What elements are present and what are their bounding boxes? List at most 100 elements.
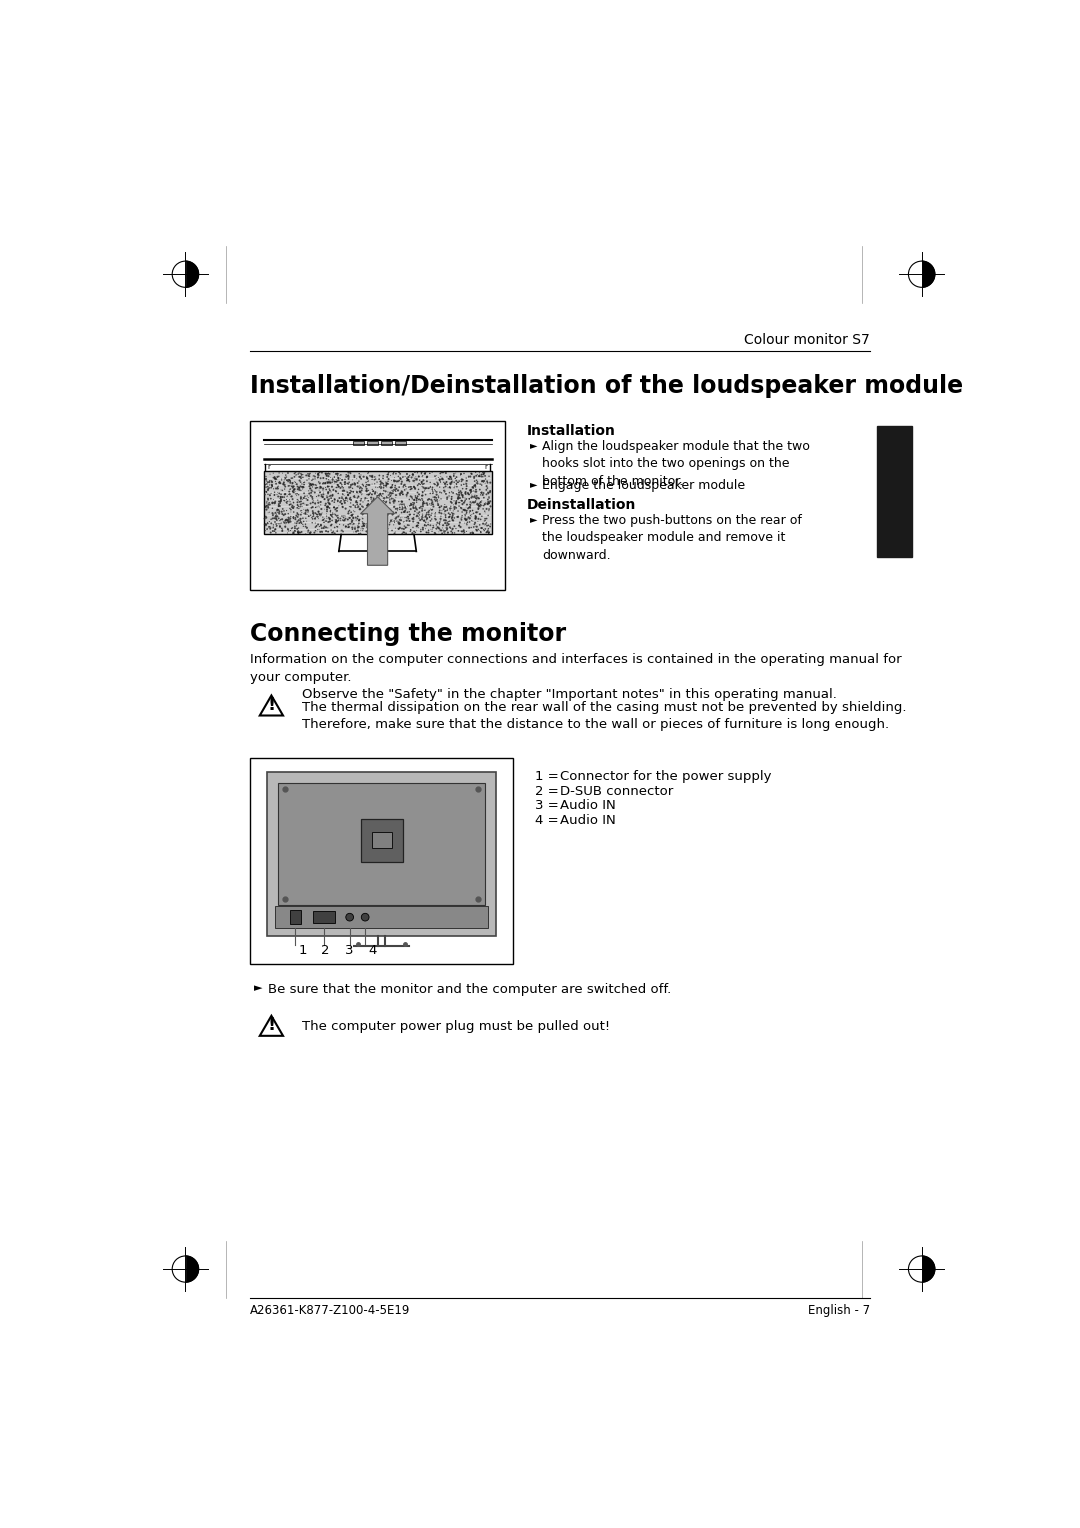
Point — [437, 504, 455, 529]
Point — [342, 495, 360, 520]
Point — [409, 484, 427, 509]
Point — [463, 492, 481, 516]
Point — [408, 518, 426, 542]
Point — [457, 481, 474, 506]
Point — [470, 507, 487, 532]
Text: English - 7: English - 7 — [808, 1305, 869, 1317]
Point — [300, 466, 318, 490]
Point — [431, 468, 448, 492]
Point — [359, 478, 376, 503]
Point — [265, 520, 282, 544]
Point — [420, 477, 437, 501]
Point — [268, 512, 285, 536]
Point — [379, 501, 396, 526]
Point — [347, 495, 364, 520]
Point — [377, 474, 394, 498]
Point — [323, 489, 340, 513]
Point — [404, 461, 421, 486]
Point — [284, 478, 301, 503]
Point — [333, 489, 350, 513]
Point — [476, 507, 494, 532]
Point — [393, 489, 410, 513]
Point — [399, 481, 416, 506]
Point — [387, 475, 404, 500]
Point — [391, 495, 408, 520]
Point — [474, 463, 491, 487]
Point — [283, 495, 300, 520]
Point — [401, 494, 418, 518]
Point — [460, 506, 477, 530]
Point — [394, 510, 411, 535]
Point — [456, 520, 473, 544]
Text: ►: ► — [255, 984, 262, 993]
Point — [367, 480, 384, 504]
Point — [296, 492, 313, 516]
Point — [259, 516, 276, 541]
Point — [268, 507, 285, 532]
Point — [458, 507, 475, 532]
Point — [310, 461, 327, 486]
Point — [351, 507, 368, 532]
Point — [415, 490, 432, 515]
Point — [337, 465, 354, 489]
Point — [337, 513, 354, 538]
Point — [405, 487, 422, 512]
Point — [471, 460, 488, 484]
Point — [265, 487, 282, 512]
Point — [267, 521, 284, 545]
Text: Audio IN: Audio IN — [559, 799, 616, 813]
Point — [481, 497, 498, 521]
Point — [447, 516, 464, 541]
Point — [462, 515, 480, 539]
Point — [451, 490, 469, 515]
Point — [285, 480, 302, 504]
Point — [325, 495, 342, 520]
Point — [302, 483, 320, 507]
Point — [272, 489, 289, 513]
Point — [275, 471, 293, 495]
Point — [302, 477, 320, 501]
Point — [411, 487, 429, 512]
Point — [458, 507, 475, 532]
Point — [285, 490, 302, 515]
Point — [375, 503, 392, 527]
Point — [295, 475, 312, 500]
Point — [407, 484, 424, 509]
Point — [446, 506, 463, 530]
Point — [431, 512, 448, 536]
Point — [410, 500, 428, 524]
Point — [307, 501, 324, 526]
Point — [406, 469, 423, 494]
Point — [361, 483, 378, 507]
Point — [468, 489, 485, 513]
Point — [273, 486, 291, 510]
Point — [426, 487, 443, 512]
Point — [406, 497, 423, 521]
Point — [315, 487, 333, 512]
Point — [293, 500, 310, 524]
Point — [349, 518, 366, 542]
Point — [387, 469, 404, 494]
Point — [393, 516, 410, 541]
Point — [349, 474, 366, 498]
Point — [405, 469, 422, 494]
Point — [319, 520, 336, 544]
Point — [338, 465, 355, 489]
Point — [286, 520, 303, 544]
Point — [442, 489, 459, 513]
Point — [414, 503, 431, 527]
Point — [341, 486, 359, 510]
Point — [336, 507, 353, 532]
Point — [470, 518, 487, 542]
Point — [434, 516, 451, 541]
Point — [322, 498, 339, 523]
Point — [307, 466, 324, 490]
Point — [467, 504, 484, 529]
Point — [320, 487, 337, 512]
Point — [457, 504, 474, 529]
Point — [349, 480, 366, 504]
Point — [340, 466, 357, 490]
Point — [341, 512, 359, 536]
Point — [445, 463, 462, 487]
Point — [285, 490, 302, 515]
